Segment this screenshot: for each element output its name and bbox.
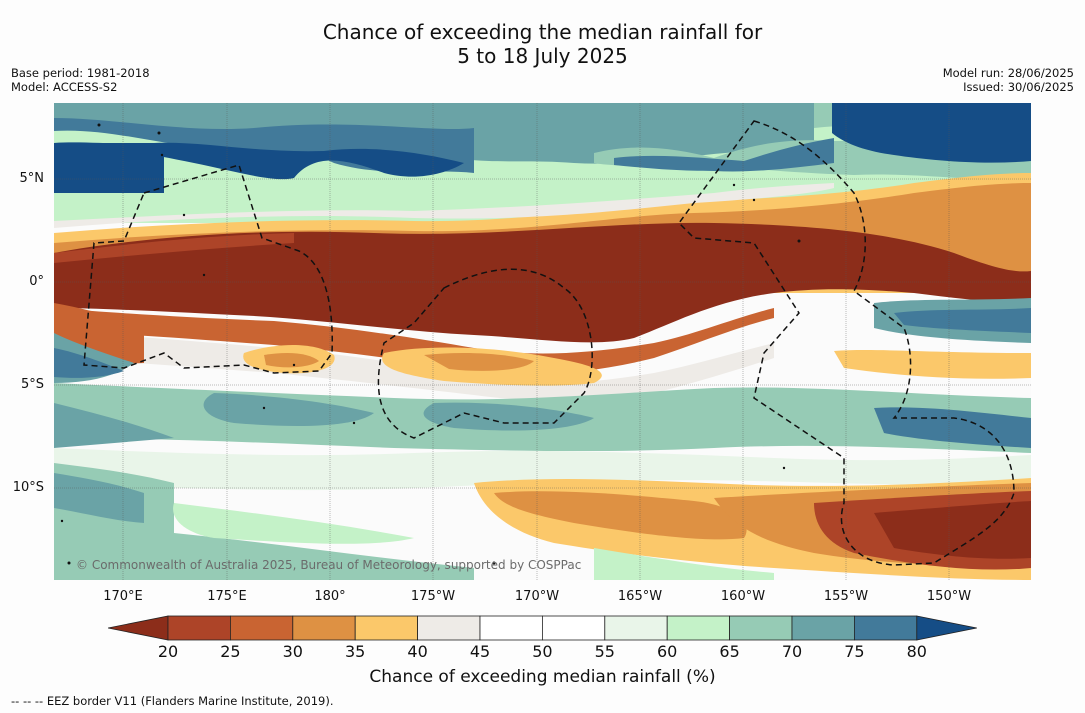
lon-label-180: 180° (314, 589, 346, 604)
colorbar-tick-label: 80 (906, 642, 927, 661)
colorbar-tick-label: 75 (844, 642, 865, 661)
lon-label-175w: 175°W (410, 589, 456, 604)
band-red-south (54, 308, 774, 375)
colorbar-extend-high (916, 615, 977, 641)
eez-footnote: -- -- -- EEZ border V11 (Flanders Marine… (11, 694, 334, 708)
colorbar-segment (604, 615, 668, 641)
colorbar-tick-label: 45 (469, 642, 491, 661)
title-line-1: Chance of exceeding the median rainfall … (322, 20, 763, 44)
patch-orange-far-south (494, 491, 747, 540)
lat-label-10s: 10°S (12, 480, 44, 495)
colorbar-segment (292, 615, 356, 641)
model-run: Model run: 28/06/2025 (942, 66, 1074, 80)
band-neutral-north (54, 183, 834, 228)
lon-label-175e: 175°E (207, 589, 247, 604)
title-line-2: 5 to 18 July 2025 (457, 44, 628, 68)
lon-label-155w: 155°W (823, 589, 869, 604)
colorbar-segment (479, 615, 543, 641)
patch-blue-east (894, 308, 1031, 333)
colorbar-tick-label: 35 (345, 642, 366, 661)
band-neutral-south (54, 331, 774, 401)
lat-label-0: 0° (29, 274, 44, 289)
rainfall-map (54, 103, 1031, 580)
colorbar-segment (417, 615, 481, 641)
base-period: Base period: 1981-2018 (11, 66, 150, 80)
lon-label-170w: 170°W (514, 589, 560, 604)
colorbar (108, 615, 977, 641)
lon-label-165w: 165°W (617, 589, 663, 604)
colorbar-tick-label: 55 (594, 642, 615, 661)
eez-borders (83, 120, 1015, 566)
band-lightgreen-south (54, 448, 1031, 491)
colorbar-tick-label: 20 (157, 642, 179, 661)
model-name: Model: ACCESS-S2 (11, 80, 118, 94)
colorbar-tick-label: 60 (657, 642, 678, 661)
colorbar-segment (854, 615, 918, 641)
patch-teal-south-1 (203, 393, 374, 426)
lat-label-5n: 5°N (19, 171, 45, 186)
colorbar-extend-low (108, 615, 169, 641)
colorbar-tick-label: 70 (781, 642, 803, 661)
colorbar-label: Chance of exceeding median rainfall (%) (369, 667, 716, 687)
colorbar-segment (791, 615, 855, 641)
issued-date: Issued: 30/06/2025 (963, 80, 1074, 94)
chart-title: Chance of exceeding the median rainfall … (0, 20, 1085, 68)
patch-green-bottom (173, 503, 414, 544)
islands (60, 123, 801, 565)
copyright-notice: © Commonwealth of Australia 2025, Bureau… (76, 558, 582, 572)
north-blue-east-small (614, 138, 834, 172)
colorbar-tick-label: 65 (719, 642, 740, 661)
blob-orange-5s (264, 353, 319, 368)
colorbar-segment (167, 615, 231, 641)
meta-left: Base period: 1981-2018 Model: ACCESS-S2 (11, 66, 150, 94)
patch-teal-sw (54, 403, 174, 448)
blob-orange-central (424, 353, 534, 371)
patch-deepred-se (874, 501, 1031, 559)
patch-blue-west (54, 348, 124, 378)
colorbar-segment (729, 615, 793, 641)
band-deep-red (54, 222, 1031, 343)
meta-right: Model run: 28/06/2025 Issued: 30/06/2025 (943, 66, 1074, 94)
colorbar-tick-label: 30 (282, 642, 303, 661)
north-blue-west-2 (54, 143, 164, 193)
north-blue-east (832, 103, 1031, 163)
colorbar-tick-label: 50 (532, 642, 553, 661)
colorbar-tick-label: 25 (220, 642, 241, 661)
lon-label-170e: 170°E (103, 589, 143, 604)
colorbar-tick-label: 40 (407, 642, 428, 661)
colorbar-segment (354, 615, 418, 641)
patch-teal-south-2 (423, 402, 594, 431)
patch-teal-sw-3 (54, 473, 144, 523)
lon-label-150w: 150°W (926, 589, 972, 604)
band-red-edge (54, 233, 294, 263)
colorbar-segment (541, 615, 606, 641)
patch-green-bottom-2 (594, 548, 774, 580)
band-teal-bottom (174, 533, 474, 580)
graticule (54, 103, 1031, 580)
colorbar-segment (230, 615, 294, 641)
blob-yellow-east (834, 350, 1031, 379)
lat-label-5s: 5°S (20, 377, 44, 392)
colorbar-segment (666, 615, 731, 641)
lon-label-160w: 160°W (720, 589, 766, 604)
